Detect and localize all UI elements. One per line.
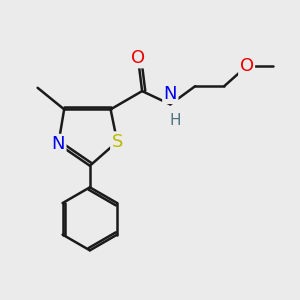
- Text: H: H: [169, 113, 181, 128]
- Text: S: S: [112, 133, 123, 151]
- Text: N: N: [164, 85, 177, 103]
- Text: O: O: [131, 49, 145, 67]
- Text: N: N: [52, 135, 65, 153]
- Text: O: O: [240, 57, 254, 75]
